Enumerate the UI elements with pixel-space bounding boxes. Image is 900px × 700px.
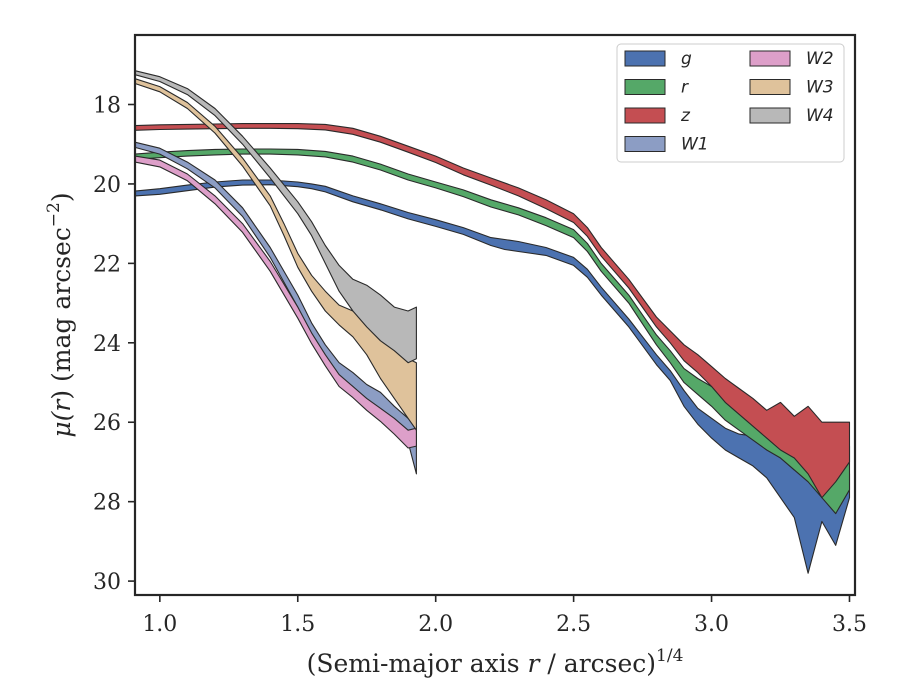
y-axis-label-exponent: −2 <box>44 202 64 227</box>
x-tick-label: 1.5 <box>280 612 315 637</box>
y-axis-label: μ(r) (mag arcsec−2) <box>44 192 76 437</box>
legend-swatch-W2 <box>749 50 791 67</box>
legend-frame <box>616 43 845 163</box>
y-axis-ticks: 18 20 22 24 26 28 30 <box>93 94 135 595</box>
legend-swatch-z <box>624 107 666 124</box>
x-tick-label: 2.0 <box>418 612 453 637</box>
y-axis-label-var: r <box>47 398 76 412</box>
legend-label-W1: W1 <box>681 135 709 155</box>
series-areas <box>134 70 851 574</box>
y-tick-label: 22 <box>93 252 121 277</box>
legend-label-g: g <box>681 49 692 69</box>
series-band-W3 <box>134 78 417 431</box>
legend-label-W2: W2 <box>806 49 834 69</box>
y-tick-label: 20 <box>93 173 121 198</box>
legend-swatch-r <box>624 79 666 95</box>
legend-swatch-W4 <box>749 107 791 124</box>
y-tick-label: 24 <box>93 332 121 357</box>
legend: grz W1 W2 W3 W4 <box>616 43 845 163</box>
x-axis-label-var: r <box>528 649 542 678</box>
legend-label-r: r <box>681 78 689 98</box>
x-tick-label: 2.5 <box>556 612 591 637</box>
series-band-r <box>134 148 851 515</box>
legend-swatch-W1 <box>624 136 666 152</box>
y-tick-label: 26 <box>93 411 121 436</box>
x-tick-label: 3.0 <box>694 612 729 637</box>
series-band-W1 <box>134 141 417 475</box>
x-axis-label-pre: (Semi-major axis <box>307 649 528 678</box>
series-band-z <box>134 123 851 499</box>
legend-label-W3: W3 <box>806 78 834 98</box>
y-axis-label-post: ) (mag arcsec <box>47 227 76 400</box>
y-tick-label: 28 <box>93 491 121 516</box>
y-tick-label: 30 <box>93 570 121 595</box>
legend-swatch-W3 <box>749 79 791 95</box>
x-tick-label: 3.5 <box>832 612 867 637</box>
x-axis-label-exponent: 1/4 <box>656 646 683 666</box>
series-band-W4 <box>134 70 417 364</box>
legend-label-z: z <box>680 106 691 126</box>
x-tick-label: 1.0 <box>142 612 177 637</box>
series-band-W2 <box>134 155 417 449</box>
legend-label-W4: W4 <box>806 106 834 126</box>
plot-frame <box>133 33 857 597</box>
x-axis-label-post: / arcsec) <box>539 649 656 678</box>
y-tick-label: 18 <box>93 94 121 119</box>
legend-swatch-g <box>624 50 666 67</box>
x-axis-label: (Semi-major axis r / arcsec)1/4 <box>307 646 684 678</box>
y-axis-label-close: ) <box>47 192 76 202</box>
x-axis-ticks: 1.0 1.5 2.0 2.5 3.0 3.5 <box>142 595 867 637</box>
y-axis-label-mu: μ( <box>47 410 76 437</box>
series-band-g <box>134 179 851 574</box>
